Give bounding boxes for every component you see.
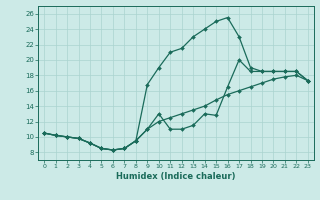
X-axis label: Humidex (Indice chaleur): Humidex (Indice chaleur) <box>116 172 236 181</box>
